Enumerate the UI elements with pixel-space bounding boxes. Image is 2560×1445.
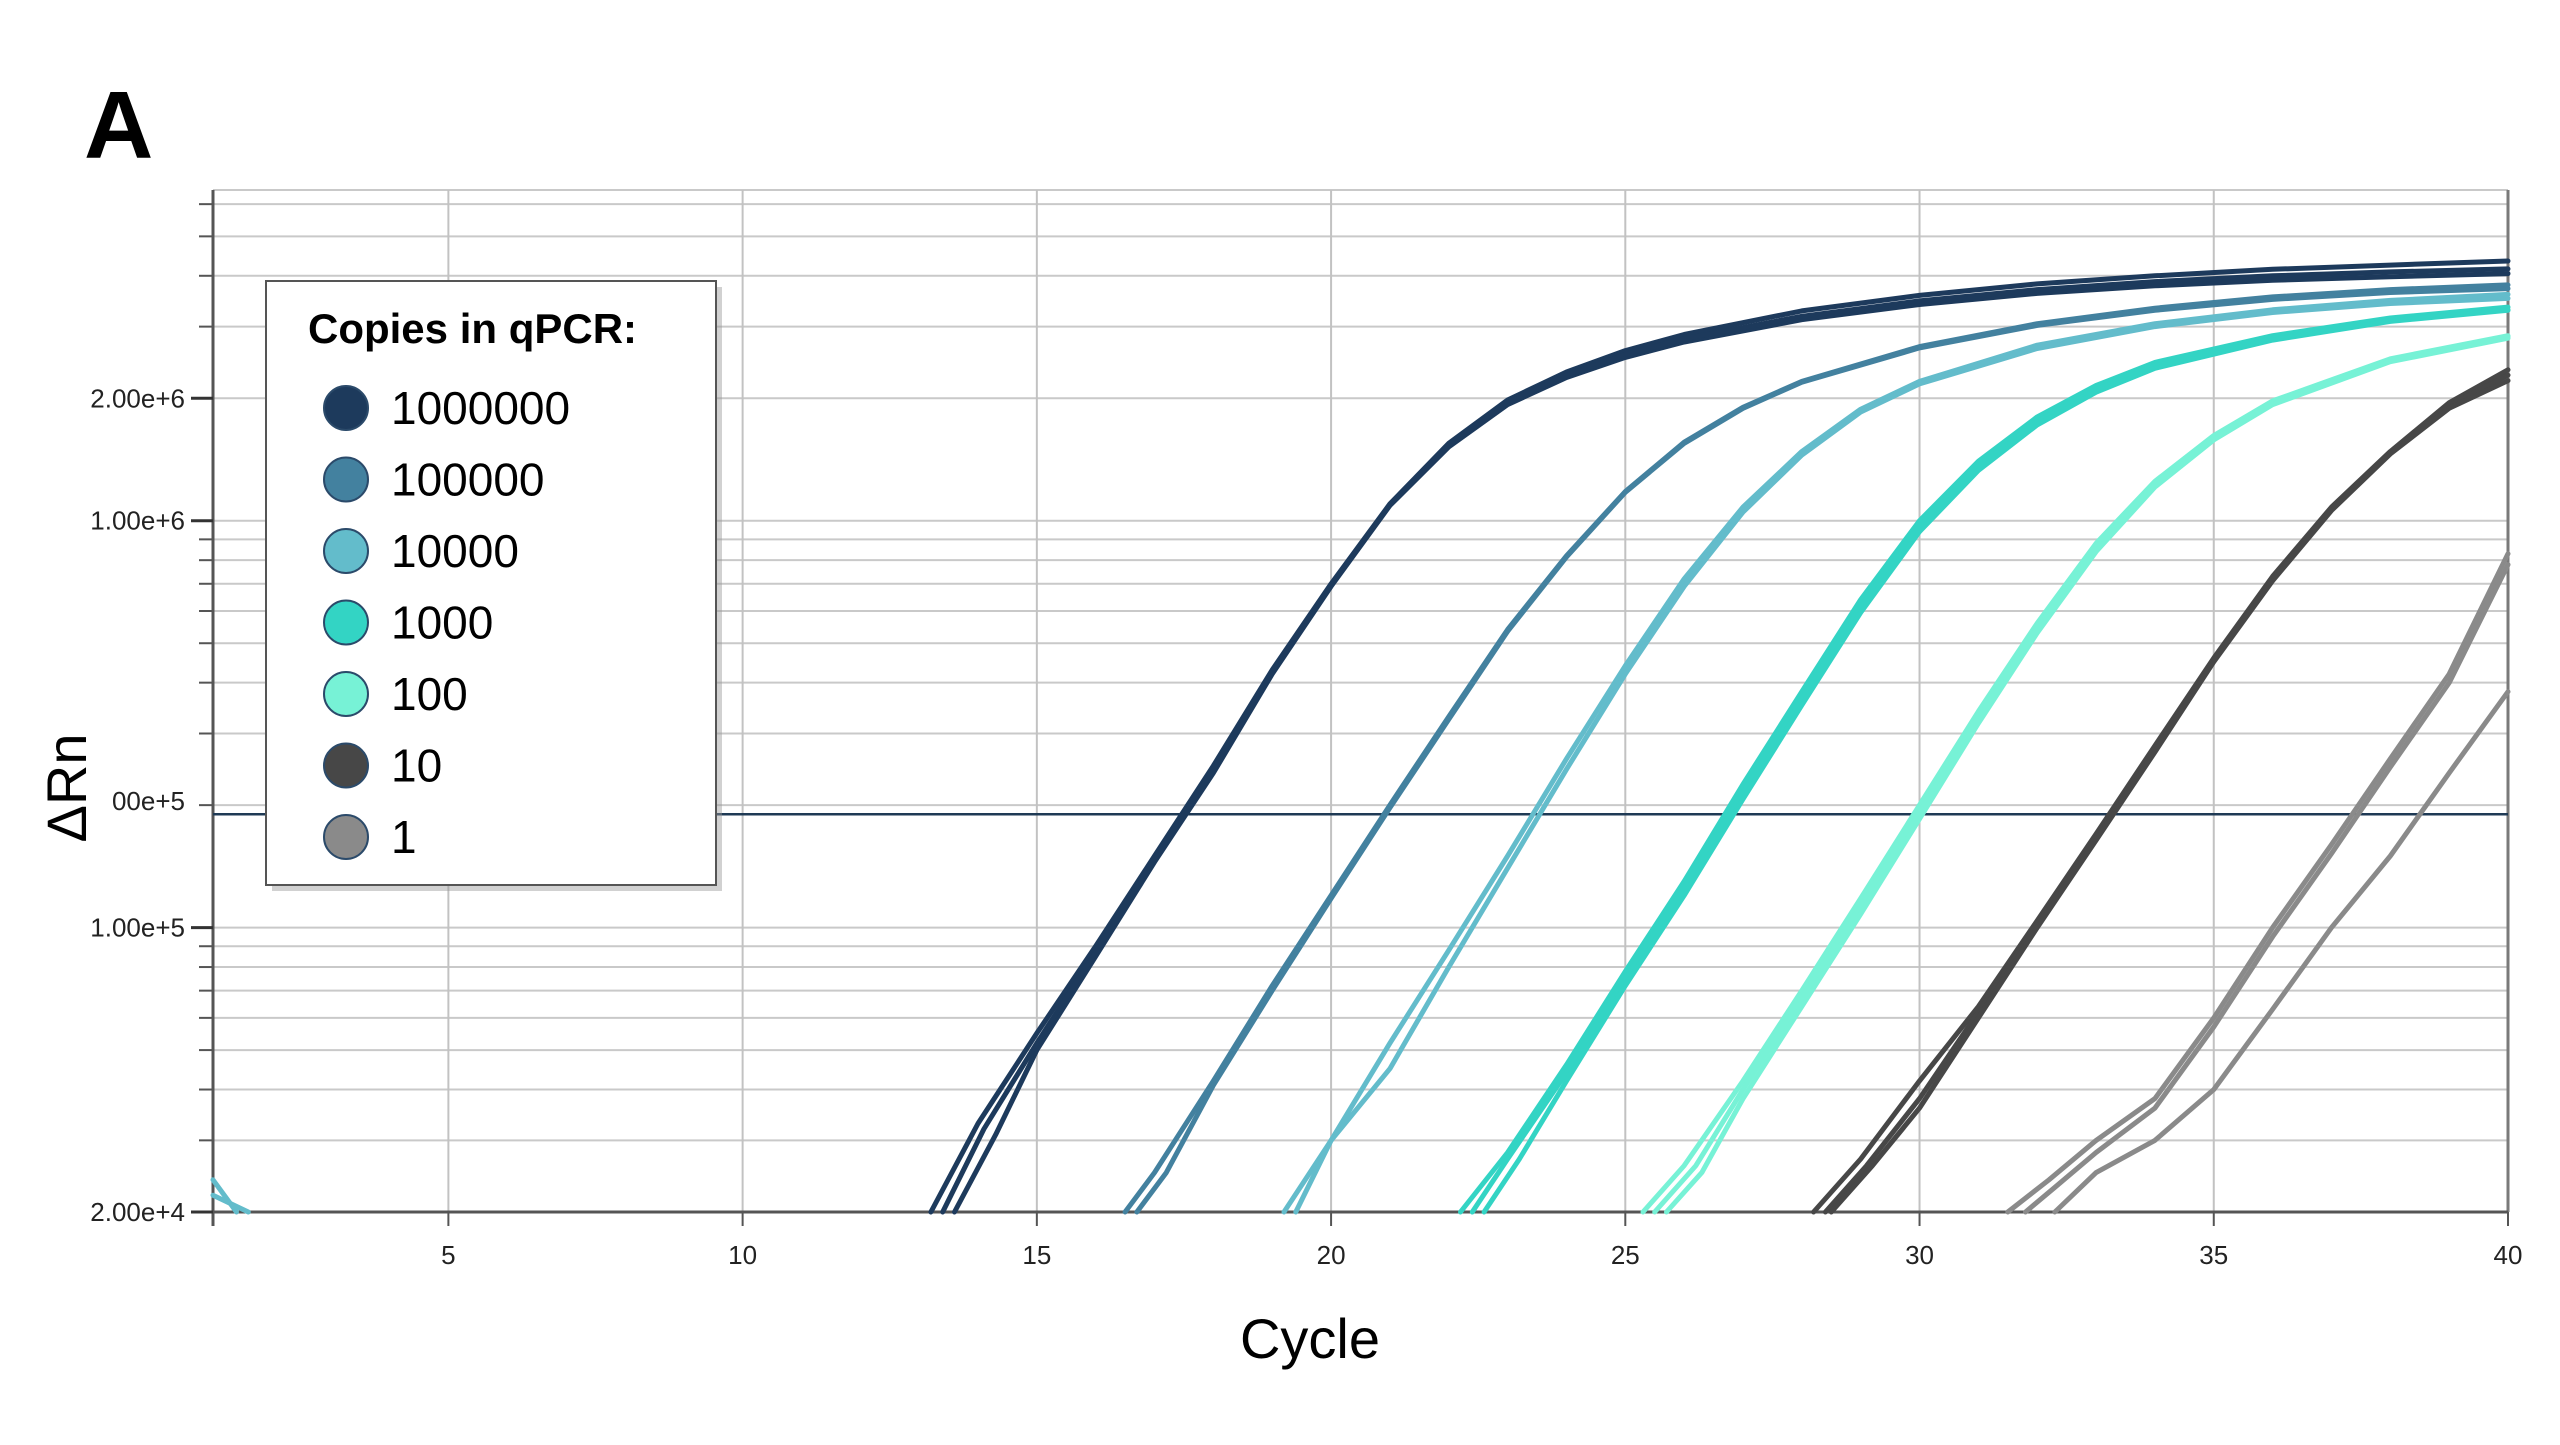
legend-swatch (323, 742, 369, 789)
x-tick-label: 10 (728, 1240, 757, 1270)
series-line (1458, 304, 2511, 1215)
series-layer (210, 258, 2511, 1215)
x-tick-label: 35 (2199, 1240, 2228, 1270)
legend-swatch (323, 599, 369, 646)
y-tick-label: 2.00e+4 (90, 1197, 185, 1227)
legend-entry-label: 10000 (391, 525, 519, 577)
series-line (1122, 282, 2511, 1215)
legend-entry-label: 1 (391, 811, 417, 863)
series-line (2052, 689, 2511, 1215)
series-line (2023, 562, 2511, 1215)
legend-swatch (323, 385, 369, 431)
legend-swatch (323, 528, 369, 574)
legend-title: Copies in qPCR: (308, 305, 637, 352)
x-tick-label: 20 (1317, 1240, 1346, 1270)
legend-entry-label: 1000000 (391, 382, 570, 434)
y-axis-title: ΔRn (35, 734, 98, 843)
panel-label: A (84, 72, 153, 179)
axis-layer: 5 10 15 20 25 30 35 40 2.00e+4 1.00e+5 1.00e+6 2.00… (90, 190, 2522, 1270)
legend-entry-label: 100000 (391, 454, 545, 506)
series-line (1481, 307, 2511, 1215)
y-tick-label: 1.00e+6 (90, 506, 185, 536)
legend-swatch (323, 456, 369, 503)
y-tick-label: 2.00e+6 (90, 383, 185, 413)
series-line (1293, 295, 2511, 1215)
legend-box (265, 280, 717, 886)
legend-entry-label: 1000 (391, 597, 493, 649)
series-line (1828, 378, 2511, 1215)
x-tick-label: 40 (2494, 1240, 2523, 1270)
series-line (210, 1192, 251, 1215)
legend-swatch (323, 814, 369, 860)
threshold-label: 00e+5 (112, 786, 185, 816)
series-line (1664, 335, 2511, 1215)
series-line (940, 266, 2511, 1215)
x-tick-label: 5 (441, 1240, 455, 1270)
x-tick-label: 15 (1022, 1240, 1051, 1270)
x-tick-label: 30 (1905, 1240, 1934, 1270)
series-line (2005, 551, 2511, 1215)
legend-swatch (323, 671, 369, 717)
series-line (1134, 286, 2511, 1215)
legend-entry-label: 10 (391, 740, 442, 792)
legend: Copies in qPCR: 1000000 100000 10000 1000 100… (265, 280, 722, 891)
x-axis-title: Cycle (1240, 1307, 1380, 1370)
x-tick-label: 25 (1611, 1240, 1640, 1270)
legend-entry-label: 100 (391, 668, 468, 720)
y-tick-label: 1.00e+5 (90, 913, 185, 943)
series-line (1811, 367, 2511, 1215)
series-line (1469, 307, 2511, 1215)
series-line (1281, 291, 2511, 1215)
